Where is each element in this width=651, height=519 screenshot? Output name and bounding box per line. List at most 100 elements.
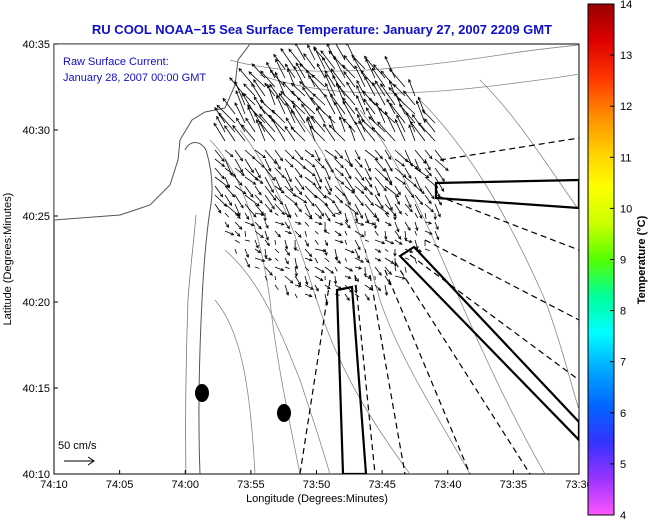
current-vector-head: [368, 176, 372, 181]
current-vector-head: [428, 221, 433, 225]
current-vector-head: [393, 263, 397, 267]
current-vector-head: [238, 182, 243, 186]
current-vector-head: [218, 112, 222, 117]
current-vector: [274, 275, 277, 281]
current-vector: [386, 99, 396, 115]
current-vector: [254, 203, 264, 215]
current-vector-head: [229, 77, 233, 81]
current-vector-head: [393, 216, 397, 221]
current-vector-head: [422, 160, 427, 164]
current-vector: [334, 203, 342, 214]
current-vector: [304, 230, 307, 237]
surface-current-vectors: [213, 44, 449, 306]
current-vector-head: [356, 94, 360, 99]
current-vector: [364, 158, 371, 172]
current-vector-head: [224, 125, 228, 129]
current-vector: [264, 257, 272, 261]
current-vector: [304, 167, 316, 177]
current-vector: [371, 127, 386, 142]
current-vector: [324, 185, 331, 195]
current-vector-head: [402, 181, 407, 185]
current-vector: [324, 149, 338, 159]
current-vector: [284, 203, 292, 218]
current-vector-head: [287, 68, 291, 73]
colorbar-tick-label: 14: [620, 0, 632, 11]
current-vector: [354, 212, 358, 222]
current-vector: [344, 257, 348, 262]
current-vector: [302, 87, 316, 106]
current-vector: [276, 95, 286, 115]
current-vector-head: [286, 225, 290, 230]
current-vector: [313, 46, 326, 70]
current-vector-head: [308, 293, 313, 298]
current-vector-head: [275, 58, 279, 63]
current-vector: [394, 266, 397, 272]
current-vector-head: [298, 208, 302, 213]
current-vector-head: [250, 223, 255, 227]
current-vector: [304, 203, 312, 219]
current-vector: [384, 248, 389, 252]
current-vector: [244, 212, 250, 220]
current-vector: [364, 248, 367, 254]
current-vector-head: [309, 216, 313, 220]
marker-spot-east: [277, 404, 291, 422]
current-vector-head: [328, 114, 332, 119]
current-vector: [224, 230, 234, 236]
current-vector: [434, 158, 449, 171]
current-vector: [303, 53, 316, 70]
current-vector: [295, 62, 306, 79]
current-vector: [295, 44, 306, 61]
current-vector-head: [324, 93, 328, 98]
current-vector-head: [349, 163, 354, 167]
current-vector-head: [269, 83, 273, 88]
current-vector-head: [305, 69, 310, 73]
current-vector-head: [299, 174, 303, 179]
current-vector: [414, 257, 417, 264]
current-vector: [254, 221, 262, 230]
current-vector: [384, 56, 396, 79]
current-vector: [267, 84, 276, 106]
current-vector: [274, 203, 285, 215]
current-vector-head: [240, 204, 244, 209]
colorbar-tick-label: 10: [620, 203, 632, 215]
current-vector-head: [289, 164, 294, 168]
current-vector: [424, 221, 432, 224]
current-vector: [324, 212, 331, 222]
current-vector-head: [281, 211, 285, 216]
current-vector-head: [306, 117, 310, 122]
current-vector-head: [367, 168, 371, 172]
current-vector-head: [355, 107, 359, 111]
current-vector: [324, 248, 327, 256]
current-vector-head: [214, 106, 218, 111]
x-axis-label: Longitude (Degrees:Minutes): [246, 493, 388, 505]
current-vector-head: [310, 286, 314, 290]
current-vector: [374, 239, 385, 244]
raw-current-label: Raw Surface Current:: [63, 56, 169, 68]
current-vector: [271, 118, 286, 142]
current-vector: [324, 94, 336, 115]
current-vector: [224, 185, 235, 198]
current-vector: [314, 266, 325, 273]
current-vector-head: [222, 97, 227, 102]
current-vector-head: [421, 190, 425, 195]
current-vector: [293, 66, 306, 88]
current-vector-head: [397, 191, 401, 196]
current-vector-head: [294, 44, 299, 46]
current-vector-head: [394, 118, 398, 123]
current-vector: [394, 221, 400, 232]
current-vector-head: [290, 109, 295, 114]
current-vector-head: [259, 200, 263, 204]
scale-label: 50 cm/s: [58, 440, 97, 452]
current-vector-head: [365, 58, 369, 63]
current-vector-head: [259, 105, 263, 110]
current-vector: [364, 284, 373, 291]
current-vector-head: [293, 65, 297, 70]
current-vector-head: [280, 267, 285, 271]
current-vector-head: [368, 183, 373, 188]
current-vector: [374, 230, 379, 236]
current-vector: [254, 239, 259, 249]
current-vector-head: [241, 172, 245, 176]
current-vector-head: [363, 98, 367, 103]
current-vector-head: [409, 249, 414, 253]
current-vector-head: [396, 114, 400, 119]
